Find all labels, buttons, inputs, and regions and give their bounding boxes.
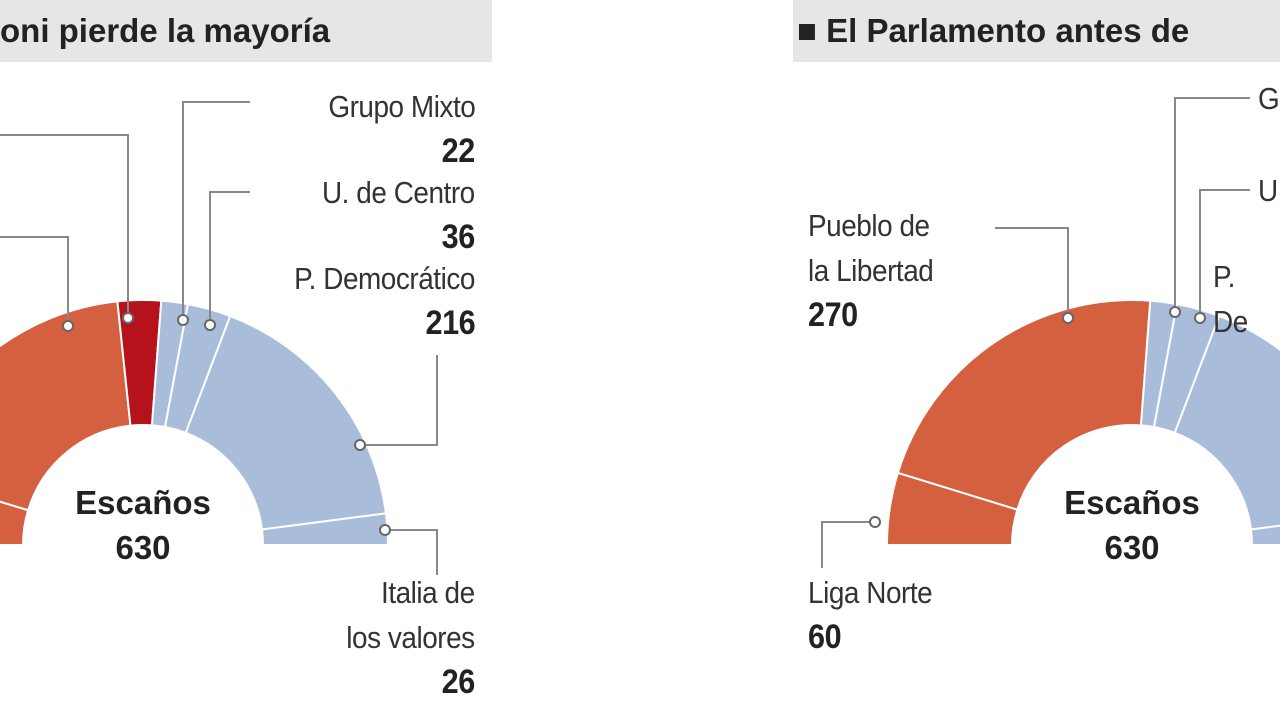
leader-line bbox=[0, 236, 69, 326]
leader-line bbox=[995, 227, 1069, 318]
leader-dot bbox=[1169, 306, 1181, 318]
segment bbox=[1173, 314, 1280, 531]
leader-dot bbox=[122, 312, 134, 324]
leader-dot bbox=[177, 314, 189, 326]
segment-label: Pueblo de la Libertad bbox=[808, 208, 934, 288]
segment-label: Italia de los valores bbox=[346, 575, 476, 655]
segment bbox=[1249, 524, 1280, 546]
segment-label: Liga Norte bbox=[808, 575, 933, 610]
leader-line bbox=[209, 191, 250, 325]
segment-label: P. Democrático bbox=[294, 261, 475, 296]
center-total: 630 bbox=[1104, 529, 1160, 566]
center-label: Escaños bbox=[75, 484, 211, 521]
leader-dot bbox=[379, 524, 391, 536]
leader-line bbox=[1199, 189, 1250, 318]
segment-value: 36 bbox=[441, 218, 476, 256]
segment bbox=[260, 512, 390, 546]
segment-value: 216 bbox=[425, 304, 475, 342]
leader-line bbox=[360, 355, 438, 446]
center-label: Escaños bbox=[1064, 484, 1200, 521]
leader-line bbox=[182, 101, 250, 320]
chart-title: oni pierde la mayoría bbox=[0, 0, 492, 62]
leader-dot bbox=[1194, 312, 1206, 324]
leader-dot bbox=[354, 439, 366, 451]
segment-label: U bbox=[1258, 173, 1278, 208]
segment bbox=[184, 314, 388, 531]
chart-title: ■ El Parlamento antes de bbox=[793, 0, 1280, 62]
leader-dot bbox=[62, 320, 74, 332]
leader-line bbox=[1174, 97, 1250, 312]
leader-line bbox=[0, 134, 129, 318]
segment bbox=[896, 299, 1152, 511]
segment-value: 60 bbox=[808, 618, 842, 656]
segment-value: 270 bbox=[808, 296, 858, 334]
leader-line bbox=[385, 529, 438, 575]
leader-dot bbox=[1062, 312, 1074, 324]
center-total: 630 bbox=[115, 529, 171, 566]
segment-value: 22 bbox=[441, 132, 476, 170]
segment-label: G bbox=[1258, 81, 1280, 116]
segment-label: P. De bbox=[1213, 259, 1248, 339]
segment bbox=[0, 300, 132, 512]
leader-line bbox=[821, 521, 875, 568]
segment bbox=[0, 500, 30, 546]
segment-value: 26 bbox=[441, 663, 476, 701]
leader-dot bbox=[869, 516, 881, 528]
leader-dot bbox=[204, 319, 216, 331]
segment-label: Grupo Mixto bbox=[327, 89, 475, 124]
segment-label: U. de Centro bbox=[322, 175, 475, 210]
